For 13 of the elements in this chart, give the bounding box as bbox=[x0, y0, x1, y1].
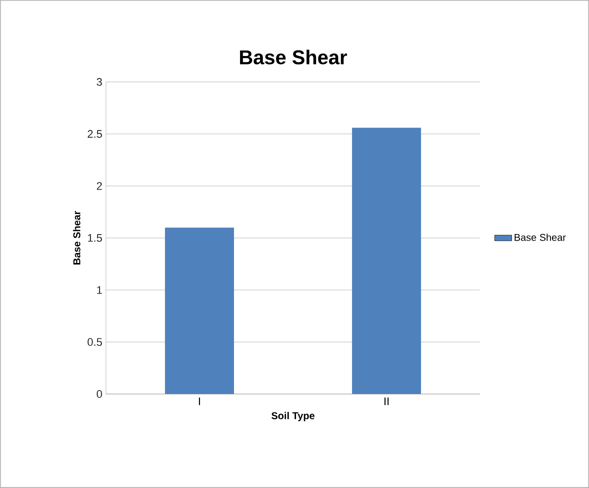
x-tick-label: I bbox=[198, 398, 200, 406]
legend-label: Base Shear bbox=[514, 234, 566, 241]
y-tick-label: 0 bbox=[96, 390, 102, 398]
y-tick-label: 0.5 bbox=[88, 338, 102, 346]
y-tick-label: 2 bbox=[96, 182, 102, 190]
x-axis-title: Soil Type bbox=[272, 412, 314, 422]
y-tick-label: 2.5 bbox=[88, 130, 102, 138]
y-axis-title: Base Shear bbox=[73, 210, 80, 264]
chart-title: Base Shear bbox=[240, 50, 347, 64]
y-tick-label: 1 bbox=[97, 286, 102, 294]
y-tick-label: 1.5 bbox=[88, 234, 102, 242]
x-tick-label: II bbox=[384, 398, 389, 406]
y-tick-label: 3 bbox=[96, 78, 102, 86]
